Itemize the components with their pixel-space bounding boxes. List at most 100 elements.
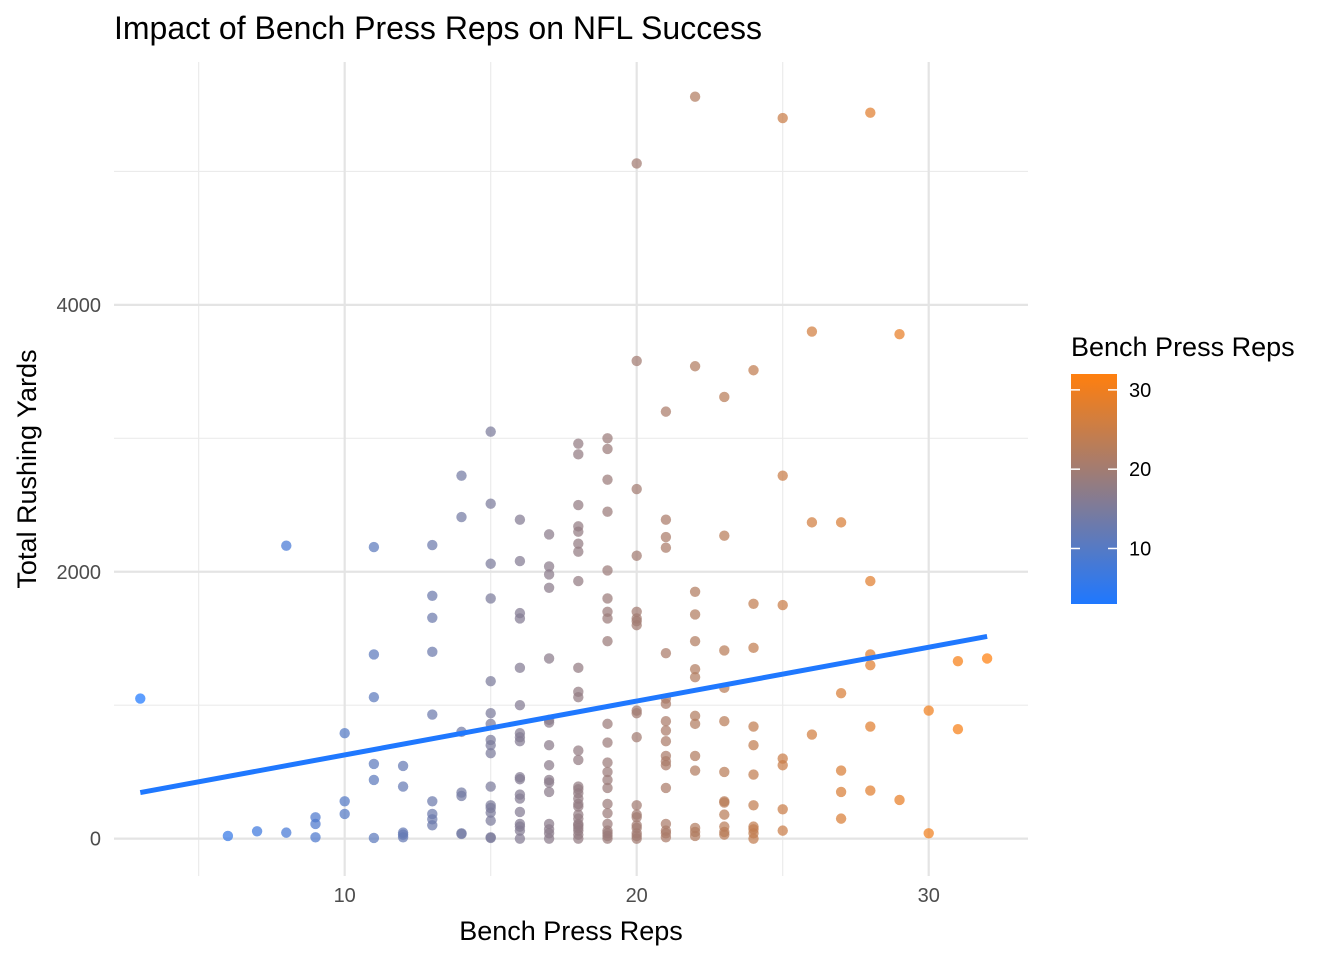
grid bbox=[114, 62, 1028, 876]
data-point bbox=[456, 470, 467, 481]
data-point bbox=[543, 582, 555, 593]
data-point bbox=[602, 808, 613, 819]
data-point bbox=[777, 470, 788, 481]
data-point bbox=[456, 511, 467, 523]
data-point bbox=[835, 517, 847, 528]
data-point bbox=[865, 721, 876, 732]
data-point bbox=[894, 329, 905, 340]
data-point bbox=[777, 825, 788, 836]
data-point bbox=[748, 740, 759, 751]
data-point bbox=[602, 606, 613, 617]
data-point bbox=[310, 832, 321, 843]
data-point bbox=[865, 575, 876, 587]
data-point bbox=[514, 728, 526, 739]
data-point bbox=[806, 326, 818, 337]
y-tick-label: 4000 bbox=[57, 295, 102, 317]
data-point bbox=[777, 599, 788, 611]
data-point bbox=[748, 598, 759, 609]
data-point bbox=[368, 541, 380, 553]
data-point bbox=[222, 830, 234, 842]
data-point bbox=[573, 662, 584, 674]
legend-tick-label: 30 bbox=[1129, 380, 1151, 402]
data-point bbox=[397, 827, 409, 838]
data-point bbox=[689, 718, 701, 730]
data-point bbox=[514, 607, 526, 619]
data-point bbox=[602, 766, 613, 778]
data-point bbox=[514, 789, 526, 800]
data-point bbox=[514, 772, 526, 783]
x-tick-label: 10 bbox=[334, 885, 356, 907]
y-tick-label: 0 bbox=[90, 829, 101, 851]
data-point bbox=[719, 796, 730, 807]
data-point bbox=[660, 406, 672, 417]
data-point bbox=[602, 718, 613, 730]
data-point bbox=[135, 693, 146, 704]
data-point bbox=[602, 635, 613, 647]
data-point bbox=[514, 806, 526, 818]
data-point bbox=[923, 705, 934, 716]
data-point bbox=[835, 687, 847, 699]
data-point bbox=[543, 774, 555, 786]
data-point bbox=[835, 786, 847, 798]
data-point bbox=[514, 818, 526, 830]
data-point bbox=[631, 158, 642, 169]
data-point bbox=[427, 808, 438, 820]
data-point bbox=[543, 529, 555, 540]
data-point bbox=[573, 538, 584, 549]
x-axis-label: Bench Press Reps bbox=[459, 916, 683, 946]
data-point bbox=[719, 766, 730, 778]
legend-colorbar bbox=[1071, 374, 1117, 604]
data-point bbox=[777, 804, 788, 815]
data-point bbox=[368, 758, 380, 770]
data-point bbox=[631, 800, 642, 811]
data-point bbox=[573, 449, 584, 460]
data-point bbox=[631, 705, 642, 716]
legend: Bench Press Reps 10 20 30 bbox=[1071, 332, 1295, 604]
data-point bbox=[689, 710, 701, 722]
data-point bbox=[689, 586, 701, 597]
data-point bbox=[427, 796, 438, 807]
data-point bbox=[514, 699, 526, 711]
data-point bbox=[485, 708, 496, 719]
data-point bbox=[748, 800, 759, 811]
data-point bbox=[281, 827, 292, 838]
data-points bbox=[135, 91, 993, 844]
data-point bbox=[923, 828, 934, 839]
data-point bbox=[719, 716, 730, 727]
data-point bbox=[543, 818, 555, 830]
trend-line-group bbox=[139, 634, 988, 796]
data-point bbox=[339, 796, 350, 807]
x-axis-ticks: 10 20 30 bbox=[334, 885, 940, 907]
data-point bbox=[543, 786, 555, 798]
data-point bbox=[573, 809, 584, 820]
data-point bbox=[719, 391, 730, 403]
data-point bbox=[427, 590, 438, 601]
data-point bbox=[339, 808, 350, 820]
x-tick-label: 20 bbox=[626, 885, 648, 907]
data-point bbox=[427, 709, 438, 720]
data-point bbox=[368, 691, 380, 703]
data-point bbox=[485, 815, 496, 826]
data-point bbox=[368, 832, 380, 844]
data-point bbox=[660, 542, 672, 553]
data-point bbox=[748, 821, 759, 832]
data-point bbox=[660, 514, 672, 525]
data-point bbox=[777, 112, 788, 124]
data-point bbox=[660, 818, 672, 830]
data-point bbox=[660, 531, 672, 543]
data-point bbox=[397, 760, 409, 772]
data-point bbox=[631, 355, 642, 367]
data-point bbox=[631, 483, 642, 495]
data-point bbox=[310, 812, 321, 823]
data-point bbox=[631, 606, 642, 617]
data-point bbox=[660, 782, 672, 794]
data-point bbox=[631, 732, 642, 743]
data-point bbox=[573, 575, 584, 587]
chart-title: Impact of Bench Press Reps on NFL Succes… bbox=[114, 10, 762, 46]
data-point bbox=[689, 361, 701, 372]
data-point bbox=[602, 474, 613, 485]
data-point bbox=[456, 828, 467, 839]
data-point bbox=[748, 769, 759, 780]
data-point bbox=[981, 653, 993, 664]
legend-tick-label: 20 bbox=[1129, 459, 1151, 481]
